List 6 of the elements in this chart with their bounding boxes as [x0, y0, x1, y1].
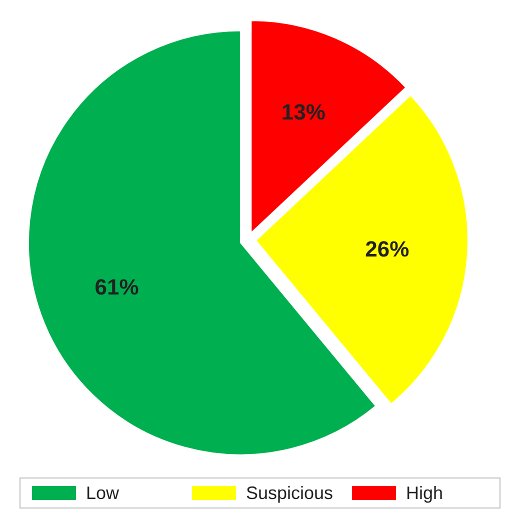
data-label: 61% — [94, 274, 139, 300]
data-label: 13% — [281, 100, 326, 125]
data-label: 26% — [365, 236, 410, 262]
legend-label: Low — [86, 483, 120, 503]
legend-label: Suspicious — [246, 483, 334, 503]
legend-label: High — [406, 483, 444, 503]
